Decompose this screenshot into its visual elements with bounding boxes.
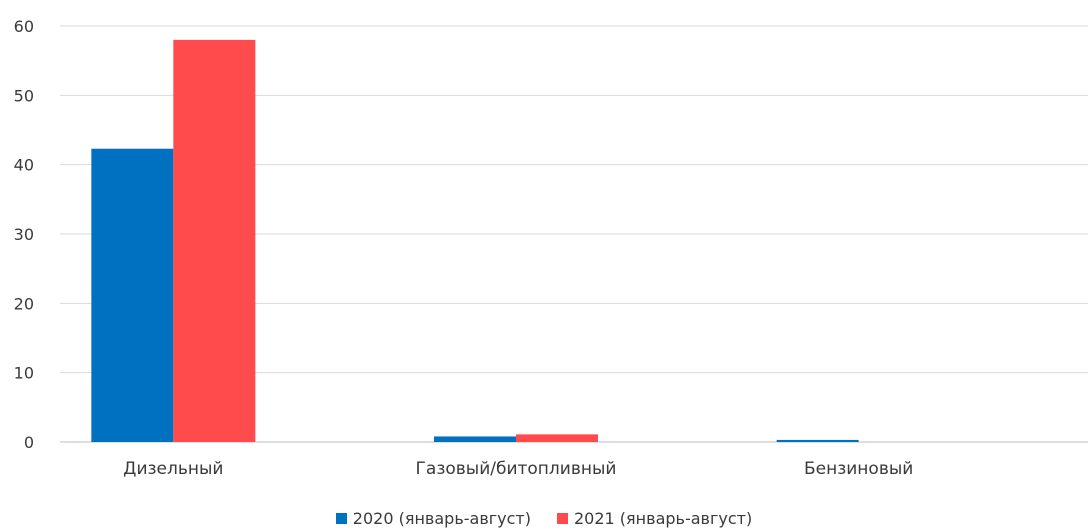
bars [91, 39, 859, 442]
category-label-0: Дизельный [123, 459, 223, 479]
y-tick-label-0: 0 [24, 433, 34, 452]
legend-label-2020: 2020 (январь-август) [352, 508, 531, 528]
legend-swatch-2020 [335, 512, 347, 524]
bar-2021-0 [173, 39, 256, 442]
bar-2020-0 [91, 148, 174, 442]
y-tick-label-40: 40 [14, 156, 34, 175]
category-label-2: Бензиновый [804, 459, 913, 479]
bar-2021-1 [516, 434, 598, 442]
x-axis-category-labels: Дизельный Газовый/битопливный Бензиновый [123, 459, 913, 479]
y-tick-label-10: 10 [14, 364, 34, 383]
y-tick-label-60: 60 [14, 17, 34, 36]
bar-chart: 0 10 20 30 40 50 60 Дизельный Газовый/битопливн… [14, 17, 1088, 479]
category-label-1: Газовый/битопливный [416, 459, 617, 479]
y-tick-label-50: 50 [14, 86, 34, 105]
legend-item-2021: 2021 (январь-август) [557, 509, 752, 528]
legend-item-2020: 2020 (январь-август) [335, 508, 531, 528]
legend-label-2021: 2021 (январь-август) [574, 508, 753, 528]
bar-2020-2 [776, 439, 859, 442]
y-tick-label-20: 20 [14, 294, 34, 313]
legend-swatch-2021 [557, 512, 568, 524]
legend: 2020 (январь-август) 2021 (январь-август… [0, 506, 1088, 530]
y-axis-tick-labels: 0 10 20 30 40 50 60 [14, 17, 34, 452]
y-tick-label-30: 30 [14, 225, 34, 244]
bar-2020-1 [434, 436, 516, 442]
